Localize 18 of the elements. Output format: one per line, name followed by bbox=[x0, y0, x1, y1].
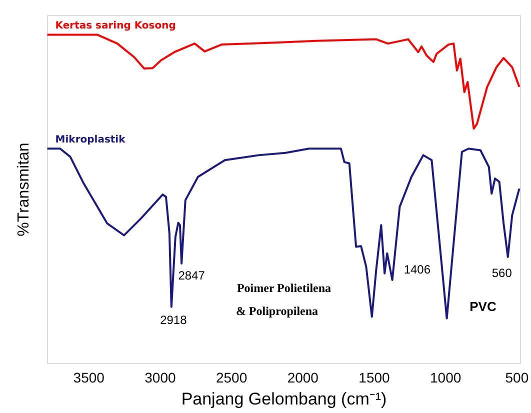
x-tick-label: 2500 bbox=[216, 370, 248, 386]
x-tick-label: 3000 bbox=[144, 370, 176, 386]
series-label: Mikroplastik bbox=[55, 134, 126, 146]
annotation: & Polipropilena bbox=[236, 304, 318, 318]
x-tick-label: 3500 bbox=[73, 370, 105, 386]
x-tick-label: 500 bbox=[505, 370, 529, 386]
x-axis-title: Panjang Gelombang (cm⁻¹) bbox=[181, 390, 387, 408]
annotation: 2918 bbox=[160, 312, 188, 327]
x-tick-label: 1000 bbox=[430, 370, 462, 386]
annotation: 2847 bbox=[178, 268, 206, 283]
series-label: Kertas saring Kosong bbox=[55, 20, 176, 32]
annotation: 560 bbox=[492, 266, 512, 280]
y-axis-title: %Transmitan bbox=[16, 142, 32, 236]
annotation: Poimer Polietilena bbox=[236, 281, 332, 295]
x-tick-label: 1500 bbox=[358, 370, 390, 386]
x-tick-label: 2000 bbox=[287, 370, 319, 386]
annotation: 1406 bbox=[404, 262, 431, 276]
annotation: PVC bbox=[470, 299, 497, 314]
